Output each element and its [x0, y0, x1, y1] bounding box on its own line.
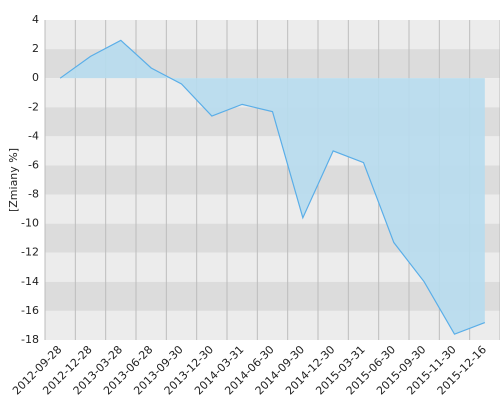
y-tick-label: -8 [28, 188, 39, 201]
y-tick-label: 0 [32, 71, 39, 84]
y-tick-label: -16 [21, 304, 39, 317]
background-band [45, 310, 500, 340]
y-tick-label: -10 [21, 217, 39, 230]
area [60, 40, 485, 335]
y-tick-label: -6 [28, 158, 39, 171]
y-tick-label: -14 [21, 275, 39, 288]
line [59, 39, 486, 335]
y-tick-label: -4 [28, 129, 39, 142]
y-tick-label: 2 [32, 42, 39, 55]
y-axis-label: [Zmiany %] [7, 148, 20, 212]
y-tick-label: -2 [28, 100, 39, 113]
background-band [45, 281, 500, 311]
y-tick-label: 4 [32, 13, 39, 26]
y-tick-label: -12 [21, 246, 39, 259]
y-tick-label: -18 [21, 333, 39, 346]
